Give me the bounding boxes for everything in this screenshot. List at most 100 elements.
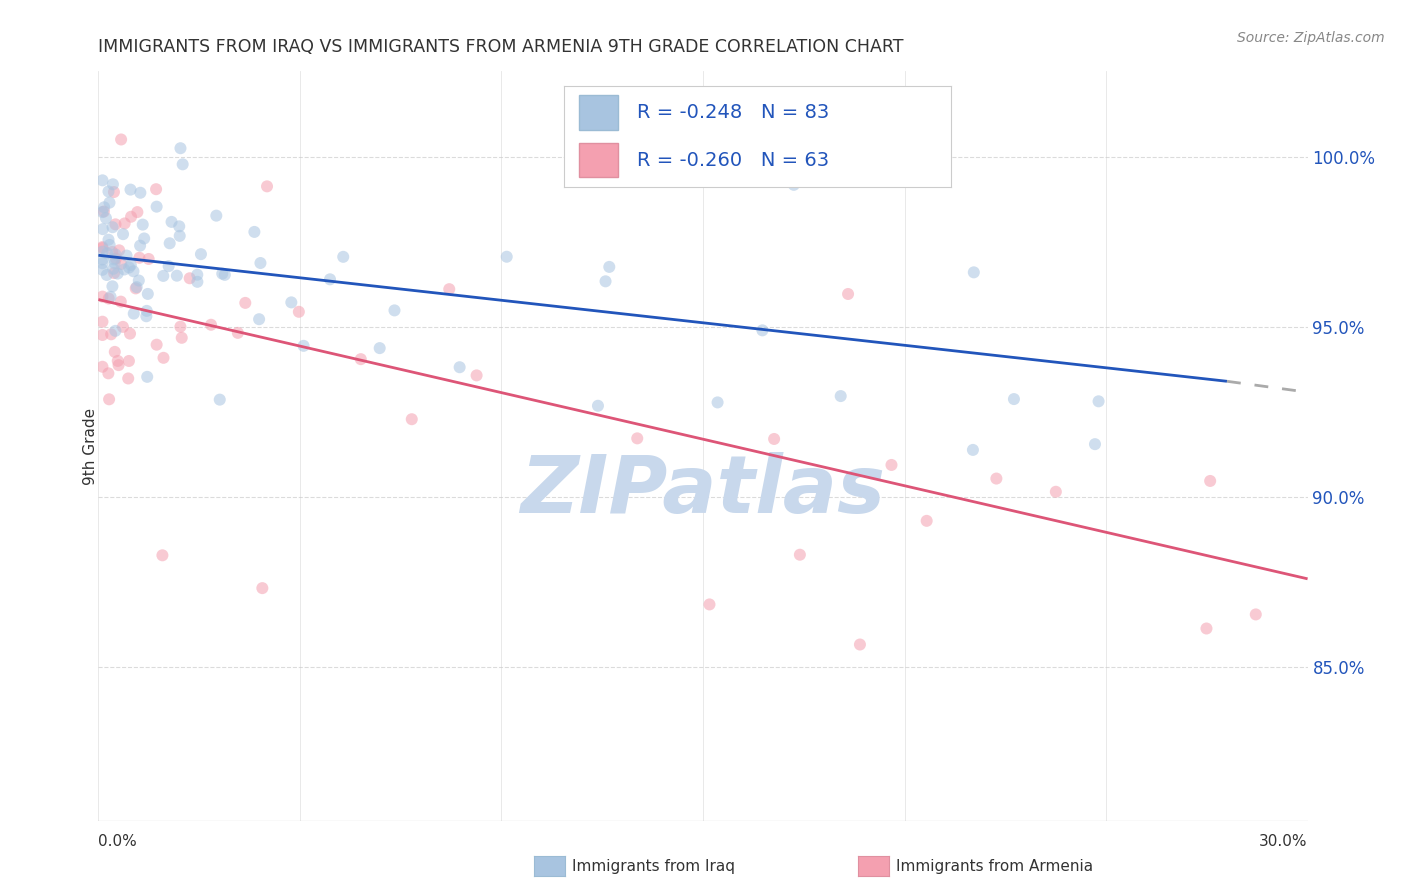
Point	[200, 318, 222, 332]
Point	[104, 344, 127, 359]
Point	[350, 352, 373, 367]
Point	[120, 210, 142, 224]
Point	[160, 215, 183, 229]
Text: 30.0%: 30.0%	[1260, 834, 1308, 849]
Point	[122, 307, 145, 321]
Point	[837, 287, 859, 301]
Point	[127, 205, 149, 219]
Point	[125, 280, 148, 294]
Point	[91, 359, 114, 374]
Point	[136, 369, 159, 384]
Point	[449, 360, 471, 375]
Point	[1084, 437, 1107, 451]
Point	[91, 315, 114, 329]
Point	[91, 328, 114, 343]
Point	[849, 638, 872, 652]
Point	[125, 281, 148, 295]
Point	[152, 351, 174, 365]
Point	[112, 227, 135, 242]
Point	[830, 389, 852, 403]
Point	[598, 260, 620, 274]
Point	[97, 292, 120, 306]
Text: Immigrants from Armenia: Immigrants from Armenia	[896, 859, 1092, 873]
Point	[368, 341, 391, 355]
Point	[91, 262, 114, 277]
Point	[226, 326, 249, 340]
Point	[129, 238, 152, 252]
Point	[104, 324, 127, 338]
Point	[495, 250, 517, 264]
Point	[91, 244, 114, 259]
Text: IMMIGRANTS FROM IRAQ VS IMMIGRANTS FROM ARMENIA 9TH GRADE CORRELATION CHART: IMMIGRANTS FROM IRAQ VS IMMIGRANTS FROM …	[98, 38, 904, 56]
Point	[94, 211, 117, 226]
Point	[1195, 622, 1218, 636]
Point	[152, 549, 174, 563]
Point	[1002, 392, 1025, 406]
Point	[256, 179, 278, 194]
Point	[214, 268, 236, 282]
Point	[93, 204, 115, 219]
Point	[205, 209, 228, 223]
Text: Immigrants from Iraq: Immigrants from Iraq	[572, 859, 735, 873]
Point	[97, 367, 120, 381]
Point	[122, 264, 145, 278]
Point	[118, 260, 141, 275]
Point	[101, 279, 124, 293]
Point	[145, 200, 167, 214]
Point	[789, 548, 811, 562]
Point	[783, 178, 806, 192]
Point	[128, 251, 150, 265]
Point	[465, 368, 488, 383]
Point	[962, 442, 984, 457]
Point	[104, 247, 127, 261]
Point	[595, 274, 617, 288]
Point	[751, 323, 773, 337]
Point	[190, 247, 212, 261]
Point	[249, 256, 271, 270]
Point	[136, 287, 159, 301]
Point	[233, 296, 256, 310]
Point	[439, 282, 461, 296]
Point	[98, 195, 121, 210]
Point	[118, 326, 141, 341]
Point	[101, 244, 124, 259]
Point	[208, 392, 231, 407]
Point	[292, 339, 315, 353]
Point	[186, 268, 208, 282]
Point	[1087, 394, 1109, 409]
Point	[117, 371, 139, 385]
Point	[247, 312, 270, 326]
Point	[101, 178, 124, 192]
Point	[107, 354, 129, 368]
Y-axis label: 9th Grade: 9th Grade	[83, 408, 97, 484]
Point	[110, 257, 132, 271]
Point	[915, 514, 938, 528]
Point	[91, 290, 114, 304]
Point	[100, 290, 122, 304]
Point	[706, 395, 728, 409]
Point	[104, 256, 127, 270]
Point	[1045, 484, 1067, 499]
Point	[91, 256, 114, 270]
Point	[103, 252, 125, 267]
Point	[166, 268, 188, 283]
Point	[401, 412, 423, 426]
Point	[103, 266, 125, 280]
Text: ZIPatlas: ZIPatlas	[520, 452, 886, 530]
Point	[1244, 607, 1267, 622]
Point	[110, 132, 132, 146]
Point	[118, 354, 141, 368]
Point	[172, 157, 194, 171]
Point	[97, 185, 120, 199]
Point	[763, 432, 786, 446]
Point	[880, 458, 903, 472]
Point	[91, 205, 114, 219]
Point	[91, 222, 114, 236]
Point	[280, 295, 302, 310]
Point	[986, 472, 1008, 486]
Point	[107, 358, 129, 372]
Point	[108, 244, 131, 258]
Point	[132, 218, 155, 232]
Point	[103, 261, 125, 276]
Point	[91, 252, 114, 267]
